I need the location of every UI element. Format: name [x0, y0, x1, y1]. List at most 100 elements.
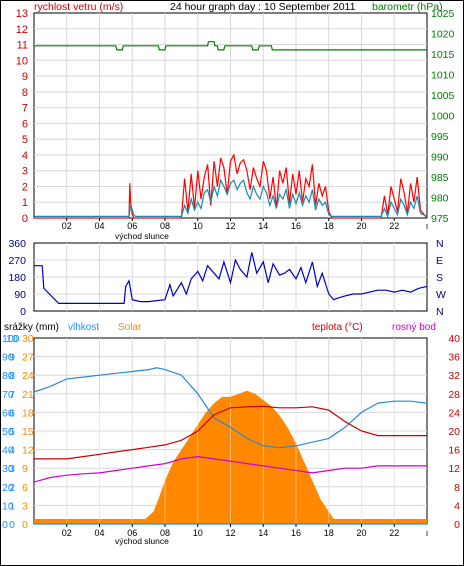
y-tick-label: 12 — [448, 463, 460, 475]
x-tick-label: 08 — [160, 528, 170, 538]
precip-axis-label: srážky (mm) — [4, 322, 59, 333]
y-tick-label: 360 — [8, 238, 26, 250]
vlhkost-line — [33, 367, 428, 449]
y-tick-label: 28 — [448, 389, 460, 401]
y-tick-label: N — [436, 306, 444, 318]
y-tick-label: 30 — [2, 463, 14, 475]
y-tick-label: 15 — [22, 426, 34, 438]
y-tick-label: 10 — [16, 55, 28, 67]
y-tick-label: 7 — [9, 389, 15, 401]
y-tick-label: 5 — [22, 134, 28, 146]
gust-line — [34, 153, 428, 219]
y-tick-label: 980 — [431, 193, 449, 205]
sunrise-label-bottom: východ slunce — [115, 536, 169, 546]
temperature-axis-label: teplota (°C) — [312, 322, 363, 333]
wind-line — [34, 178, 428, 219]
x-tick-label: 10 — [193, 221, 203, 231]
y-tick-label: 6 — [22, 118, 28, 130]
y-tick-label: 0 — [2, 519, 8, 531]
humidity-precip-solar-ticks: 0102030405060708090100012345678910036912… — [2, 333, 34, 531]
y-tick-label: 32 — [448, 370, 460, 382]
x-tick-label: 12 — [225, 221, 235, 231]
y-tick-label: 10 — [2, 500, 14, 512]
rosný bod-line — [33, 455, 427, 483]
x-tick-label: 02 — [62, 528, 72, 538]
y-tick-label: 20 — [448, 426, 460, 438]
time-ticks-bottom: 02 04 06 08 10 12 14 16 18 20 22 ı — [62, 524, 428, 538]
solar-axis-label: Solar — [118, 322, 142, 333]
chart-title: 24 hour graph day : 10 September 2011 — [170, 1, 356, 13]
y-tick-label: 1 — [9, 500, 15, 512]
x-tick-label: 10 — [193, 528, 203, 538]
y-tick-label: 5 — [9, 426, 15, 438]
wind-speed-barometer-chart: rychlost vetru (m/s) 24 hour graph day :… — [16, 1, 455, 241]
x-tick-label: 06 — [127, 221, 137, 231]
x-tick-label: 06 — [127, 528, 137, 538]
y-tick-label: 985 — [431, 172, 449, 184]
wind-speed-axis-label: rychlost vetru (m/s) — [34, 1, 123, 13]
y-tick-label: 27 — [22, 352, 34, 364]
y-tick-label: 990 — [431, 152, 449, 164]
y-tick-label: 9 — [22, 463, 28, 475]
y-tick-label: 6 — [9, 407, 15, 419]
y-tick-label: 80 — [2, 370, 14, 382]
y-tick-label: 0 — [454, 519, 460, 531]
y-tick-label: 4 — [9, 445, 15, 457]
y-tick-label: 24 — [448, 407, 460, 419]
y-tick-label: 30 — [22, 333, 34, 345]
x-tick-label: 04 — [94, 221, 104, 231]
y-tick-label: 90 — [2, 352, 14, 364]
y-tick-label: 270 — [8, 255, 26, 267]
y-tick-label: 3 — [22, 166, 28, 178]
barometer-axis-label: barometr (hPa) — [372, 1, 443, 13]
y-tick-label: 90 — [14, 289, 26, 301]
y-tick-label: 1020 — [431, 29, 455, 41]
y-tick-label: 1 — [22, 197, 28, 209]
y-tick-label: 20 — [2, 482, 14, 494]
y-tick-label: 18 — [22, 407, 34, 419]
y-tick-label: 13 — [16, 8, 28, 20]
y-tick-label: 16 — [448, 445, 460, 457]
y-tick-label: 9 — [22, 71, 28, 83]
y-tick-label: 40 — [2, 445, 14, 457]
x-tick-label: 04 — [94, 528, 104, 538]
humidity-axis-label: vlhkost — [68, 322, 99, 333]
y-tick-label: 12 — [16, 24, 28, 36]
y-tick-label: 1005 — [431, 90, 455, 102]
y-tick-label: 24 — [22, 370, 34, 382]
teplota-line — [34, 405, 427, 460]
x-tick-label-end: ı — [426, 221, 429, 231]
y-tick-label: 1010 — [431, 70, 455, 82]
y-tick-label: 40 — [448, 333, 460, 345]
x-tick-label: 14 — [258, 528, 268, 538]
y-tick-label: 50 — [2, 426, 14, 438]
x-tick-label: 20 — [356, 221, 366, 231]
wind-panel-series — [34, 41, 428, 219]
y-tick-label: 0 — [22, 213, 28, 225]
y-tick-label: 975 — [431, 213, 449, 225]
y-tick-label: 6 — [22, 482, 28, 494]
dewpoint-axis-label: rosný bod — [392, 322, 436, 333]
temperature-ticks: 0 4 8 12 16 20 24 28 32 36 40 — [448, 333, 460, 531]
y-tick-label: 60 — [2, 407, 14, 419]
y-tick-label: 3 — [22, 500, 28, 512]
y-tick-label: 7 — [22, 103, 28, 115]
x-tick-label: 02 — [62, 221, 72, 231]
temperature-humidity-solar-chart: srážky (mm) vlhkost Solar teplota (°C) r… — [2, 322, 460, 546]
y-tick-label: 0 — [22, 519, 28, 531]
x-tick-label: 16 — [291, 528, 301, 538]
solar-area — [34, 390, 427, 524]
x-tick-label: 22 — [389, 221, 399, 231]
x-tick-label: 18 — [324, 528, 334, 538]
y-tick-label: 2 — [22, 181, 28, 193]
y-tick-label: 1015 — [431, 49, 455, 61]
x-tick-label: 14 — [258, 221, 268, 231]
y-tick-label: 2 — [9, 482, 15, 494]
y-tick-label: 995 — [431, 131, 449, 143]
y-tick-label: 8 — [22, 87, 28, 99]
x-tick-label: 12 — [225, 528, 235, 538]
x-tick-label: 22 — [389, 528, 399, 538]
